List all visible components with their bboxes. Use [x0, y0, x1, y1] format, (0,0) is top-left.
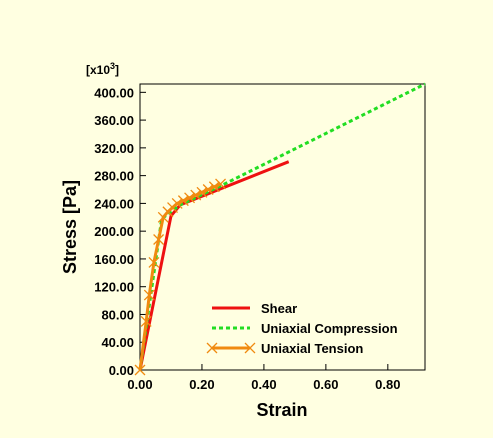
x-tick-label: 0.40 [251, 377, 276, 392]
series-layer [134, 82, 426, 376]
y-tick-label: 0.00 [109, 363, 134, 378]
x-tick-label: 0.60 [313, 377, 338, 392]
data-point-marker [190, 189, 202, 201]
data-point-marker [134, 364, 146, 376]
series-uniaxial-tension [134, 178, 227, 376]
y-tick-label: 160.00 [94, 252, 134, 267]
y-axis-title: Stress [Pa] [60, 180, 80, 274]
data-point-marker [153, 234, 165, 245]
series-line-uniaxial-compression [138, 82, 426, 371]
data-point-marker [184, 192, 196, 204]
data-point-marker [196, 186, 208, 198]
y-multiplier-exponent: 3 [110, 61, 115, 71]
series-uniaxial-compression [138, 82, 426, 371]
y-tick-label: 80.00 [101, 307, 134, 322]
x-tick-label: 0.80 [375, 377, 400, 392]
data-point-marker [143, 289, 155, 301]
legend-item-uniaxial-compression: Uniaxial Compression [212, 321, 398, 336]
y-tick-label: 360.00 [94, 113, 134, 128]
legend-label: Uniaxial Tension [261, 341, 363, 356]
plot-area [139, 83, 426, 371]
x-axis-ticks: 0.00 0.20 0.40 0.60 0.80 [127, 364, 400, 392]
data-point-marker [171, 197, 183, 209]
y-tick-label: 200.00 [94, 224, 134, 239]
y-multiplier-label: [x103] [86, 61, 119, 77]
legend-label: Shear [261, 301, 297, 316]
data-point-marker [177, 195, 189, 207]
y-multiplier-base: [x10 [86, 63, 110, 77]
legend-item-shear: Shear [212, 301, 297, 316]
y-tick-label: 280.00 [94, 169, 134, 184]
data-point-marker [148, 256, 160, 268]
x-axis-title: Strain [256, 400, 307, 420]
y-axis-ticks: 0.00 40.00 80.00 120.00 160.00 200.00 240.00 28… [94, 85, 146, 378]
x-tick-label: 0.20 [189, 377, 214, 392]
data-point-marker [215, 178, 227, 190]
y-tick-label: 240.00 [94, 196, 134, 211]
x-tick-label: 0.00 [127, 377, 152, 392]
y-tick-label: 120.00 [94, 280, 134, 295]
y-tick-label: 40.00 [101, 335, 134, 350]
legend-marker [206, 342, 218, 354]
data-point-marker [208, 181, 220, 193]
legend-label: Uniaxial Compression [261, 321, 398, 336]
y-tick-label: 400.00 [94, 85, 134, 100]
y-multiplier-close: ] [115, 63, 119, 77]
data-point-marker [202, 184, 214, 195]
legend-item-uniaxial-tension: Uniaxial Tension [206, 341, 363, 356]
y-tick-label: 320.00 [94, 141, 134, 156]
data-point-marker [140, 315, 152, 327]
legend: Shear Uniaxial Compression Uniaxial Tensio… [206, 301, 398, 356]
legend-marker [244, 342, 256, 354]
